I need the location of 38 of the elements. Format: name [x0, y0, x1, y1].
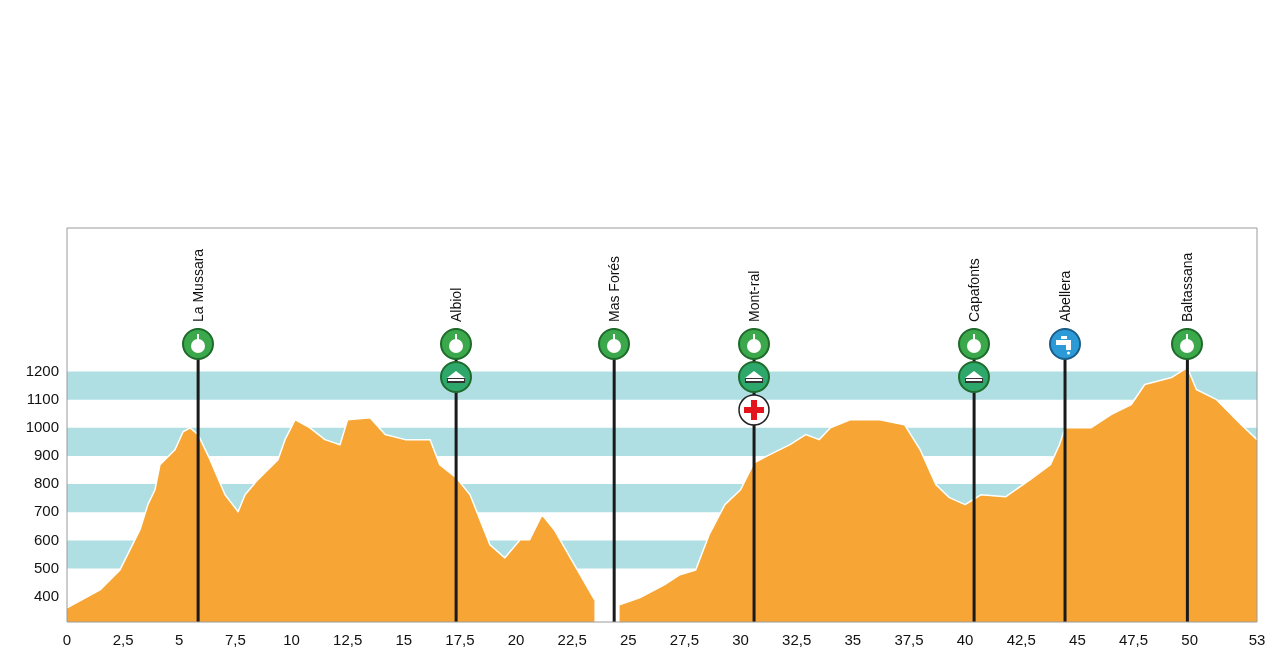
- y-tick-label: 800: [33, 474, 59, 492]
- ref-line-label: Albiol: [448, 287, 465, 322]
- x-tick-label: 7,5: [224, 631, 246, 649]
- y-tick-label: 700: [33, 502, 59, 520]
- y-tick-label: 1100: [26, 389, 59, 407]
- x-tick-label: 12,5: [333, 631, 363, 649]
- x-tick-label: 20: [507, 631, 525, 649]
- x-tick-label: 0: [62, 631, 72, 649]
- ref-line-label: La Mussara: [190, 248, 207, 322]
- ref-line-label: Baltassana: [1179, 252, 1196, 322]
- x-tick-label: 10: [283, 631, 300, 649]
- x-tick-label: 5: [175, 631, 184, 649]
- x-tick-label: 53: [1248, 631, 1266, 649]
- y-tick-label: 1200: [25, 361, 59, 379]
- x-tick-label: 2,5: [112, 631, 134, 649]
- x-tick-label: 25: [619, 631, 637, 649]
- x-tick-label: 50: [1181, 631, 1198, 649]
- x-tick-label: 30: [732, 631, 749, 649]
- x-tick-label: 32,5: [782, 631, 812, 649]
- x-tick-label: 40: [956, 631, 974, 649]
- y-tick-label: 500: [33, 558, 59, 576]
- y-tick-label: 600: [33, 530, 59, 548]
- x-tick-label: 42,5: [1006, 631, 1036, 649]
- y-tick-label: 400: [33, 586, 59, 604]
- x-tick-label: 47,5: [1118, 631, 1149, 649]
- x-tick-label: 15: [395, 631, 413, 649]
- x-tick-label: 27,5: [669, 631, 700, 649]
- x-tick-label: 35: [844, 631, 862, 649]
- y-tick-label: 1000: [25, 417, 59, 435]
- x-tick-label: 37,5: [894, 631, 924, 649]
- x-tick-label: 22,5: [557, 631, 587, 649]
- ref-line-label: Capafonts: [966, 258, 983, 322]
- y-tick-label: 900: [33, 446, 59, 464]
- x-tick-label: 45: [1069, 631, 1086, 649]
- ref-line-label: Mont-ral: [746, 270, 763, 322]
- ref-line-label: Abellera: [1057, 270, 1074, 322]
- x-tick-label: 17,5: [445, 631, 475, 649]
- ref-line-label: Mas Forés: [606, 255, 623, 322]
